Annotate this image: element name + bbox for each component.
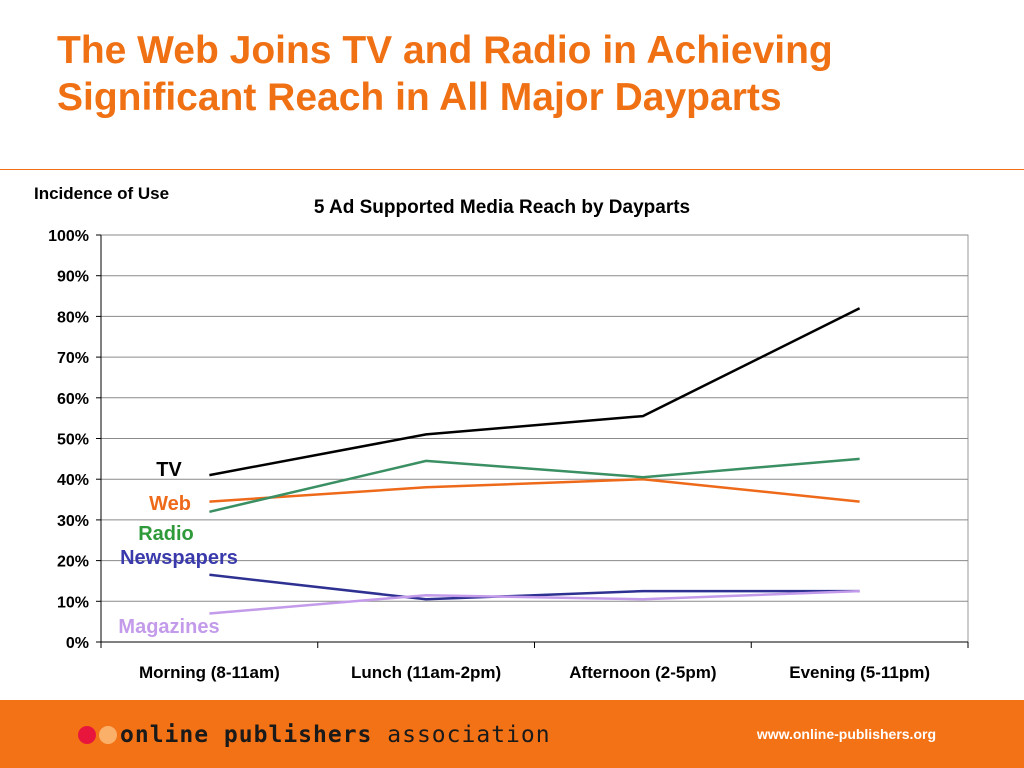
x-tick-label: Morning (8-11am) [139, 663, 280, 682]
y-tick-label: 60% [57, 391, 89, 408]
line-chart: 5 Ad Supported Media Reach by Dayparts I… [34, 184, 969, 682]
x-tick-label: Lunch (11am-2pm) [351, 663, 501, 682]
y-tick-label: 100% [48, 228, 89, 245]
footer-url[interactable]: www.online-publishers.org [756, 726, 936, 742]
series-line-magazines [209, 589, 860, 615]
series-line-newspapers [209, 573, 860, 601]
y-tick-label: 70% [57, 350, 89, 367]
axes: 0% 10% 20% 30% 40% 50% 60% 70% 80% 90% 100% Morning… [48, 228, 969, 682]
logo-dot-red-icon [78, 726, 96, 744]
y-tick-label: 80% [57, 309, 89, 326]
y-tick-label: 40% [57, 472, 89, 489]
slide-title: The Web Joins TV and Radio in Achieving … [57, 29, 833, 119]
y-tick-label: 20% [57, 554, 89, 571]
y-axis-label: Incidence of Use [34, 184, 169, 203]
series-lines [209, 307, 861, 615]
title-divider [0, 169, 1024, 170]
x-tick-label: Afternoon (2-5pm) [569, 663, 716, 682]
x-tick-label: Evening (5-11pm) [789, 663, 930, 682]
opa-logo: online publishers association [78, 722, 551, 748]
y-tick-label: 90% [57, 269, 89, 286]
y-tick-label: 0% [66, 635, 89, 652]
series-label-tv: TV [156, 459, 182, 481]
series-line-web [209, 477, 860, 503]
series-label-magazines: Magazines [118, 616, 219, 638]
logo-text-association: association [387, 722, 551, 748]
y-tick-label: 10% [57, 594, 89, 611]
series-label-newspapers: Newspapers [120, 547, 238, 569]
logo-dot-peach-icon [99, 726, 117, 744]
series-label-radio: Radio [138, 523, 194, 545]
logo-text-regular: association [372, 722, 550, 748]
gridlines [100, 234, 969, 643]
footer-bar: online publishers association www.online… [0, 700, 1024, 768]
series-line-radio [209, 457, 860, 514]
chart-title: 5 Ad Supported Media Reach by Dayparts [314, 197, 690, 218]
y-tick-label: 50% [57, 432, 89, 449]
series-label-web: Web [149, 493, 191, 515]
logo-text-bold: online publishers [120, 722, 373, 748]
series-line-tv [209, 307, 861, 477]
y-tick-label: 30% [57, 513, 89, 530]
